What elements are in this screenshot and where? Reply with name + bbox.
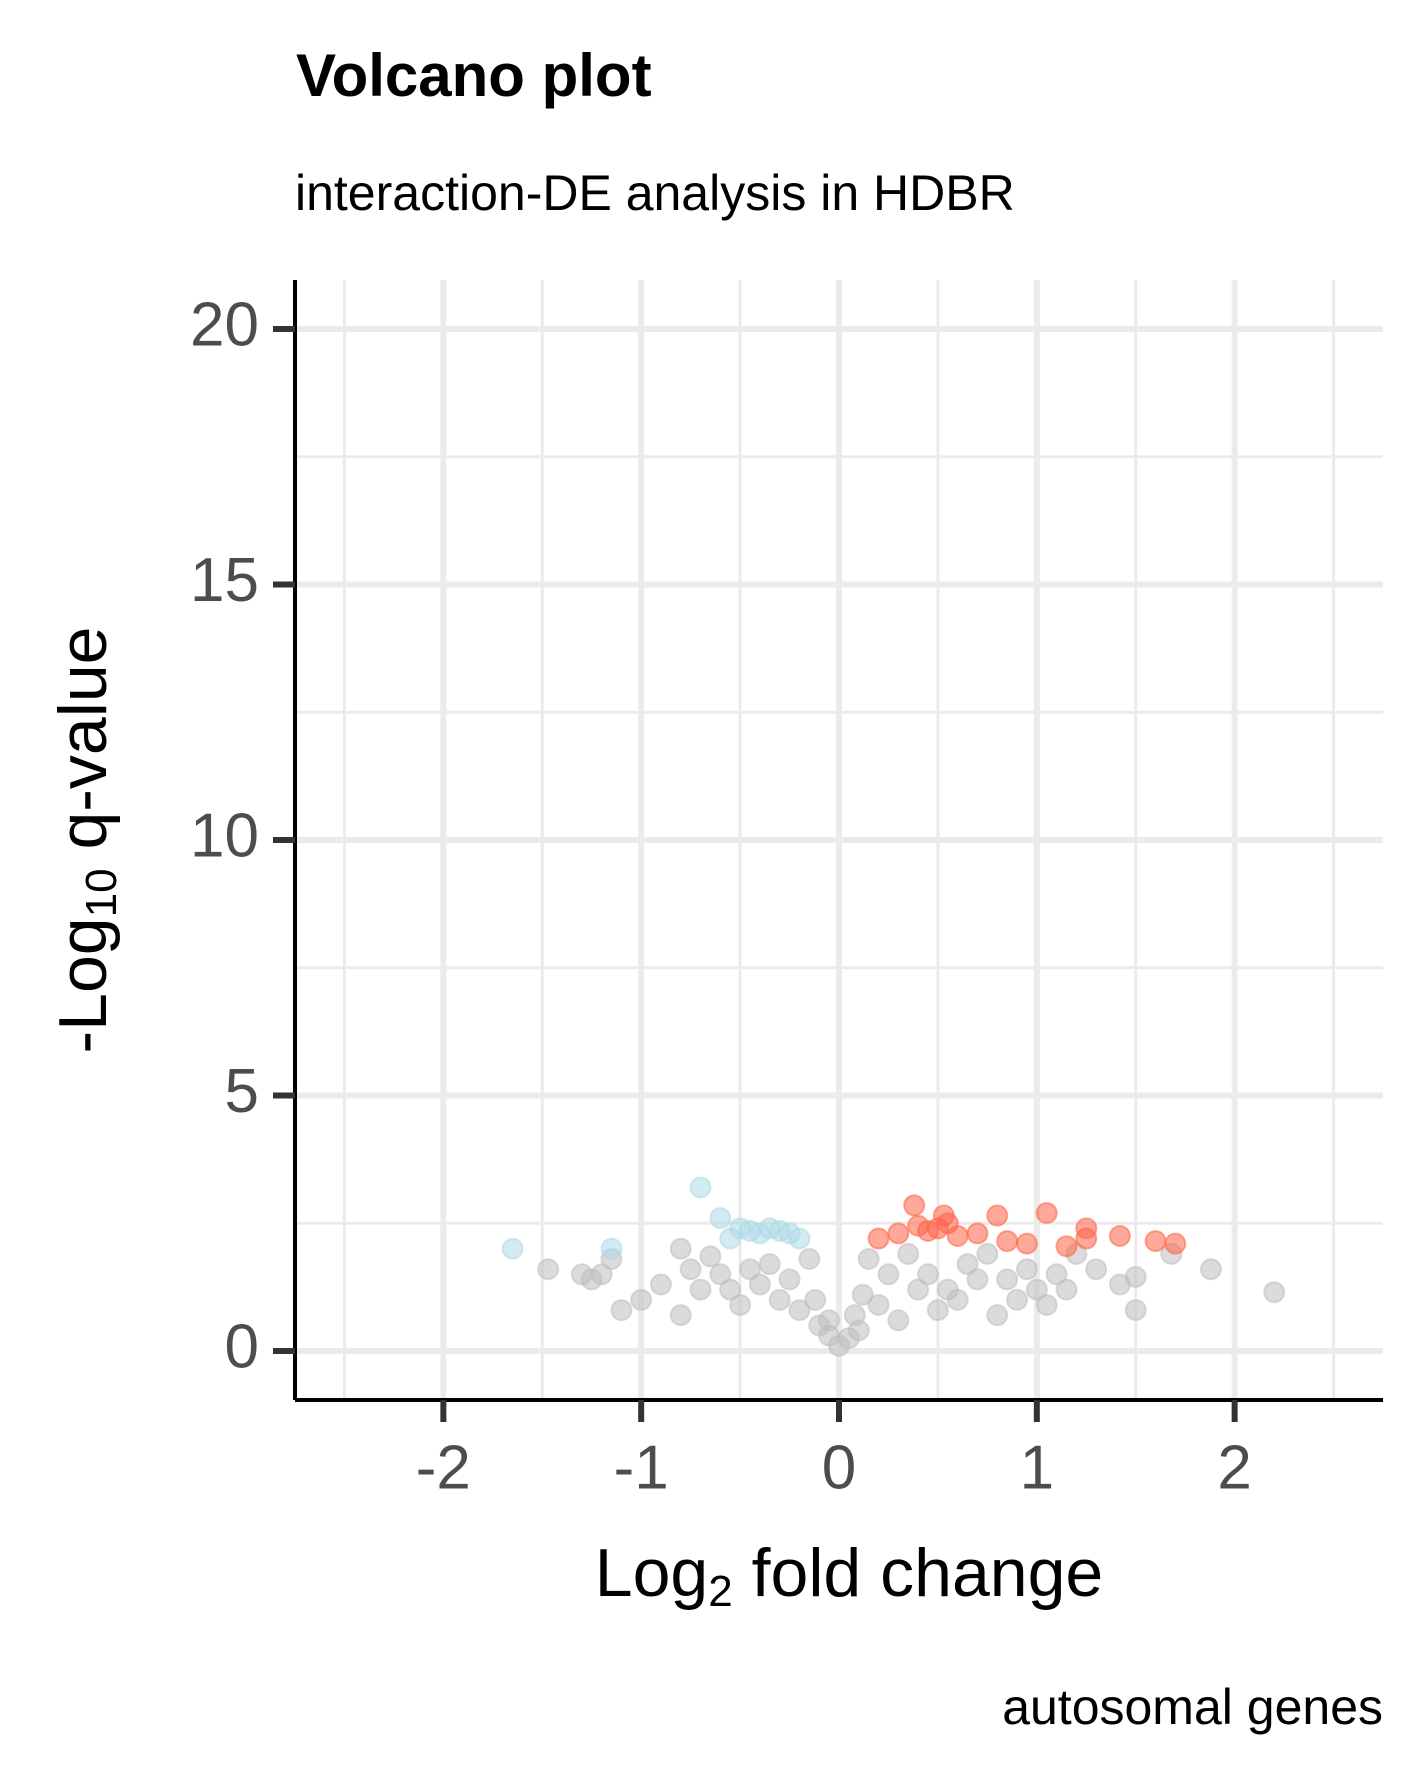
chart-caption: autosomal genes (1002, 1679, 1383, 1735)
data-point (1015, 1258, 1038, 1281)
x-tick-label: 0 (822, 1433, 856, 1502)
data-point (996, 1268, 1019, 1291)
y-axis-title: -Log10 q-value (45, 627, 126, 1054)
data-point (1199, 1258, 1222, 1281)
data-point (501, 1237, 524, 1260)
data-point (610, 1299, 633, 1322)
data-point (877, 1263, 900, 1286)
x-axis-title-part: fold change (733, 1535, 1104, 1611)
data-point (887, 1309, 910, 1332)
data-point (1144, 1230, 1167, 1253)
data-point (1025, 1278, 1048, 1301)
x-tick-label: -1 (614, 1433, 669, 1502)
data-point (788, 1227, 811, 1250)
data-point (843, 1304, 866, 1327)
data-point (738, 1258, 761, 1281)
data-point (966, 1222, 989, 1245)
data-point (719, 1278, 742, 1301)
data-point (679, 1258, 702, 1281)
data-point (758, 1253, 781, 1276)
data-point (630, 1288, 653, 1311)
data-point (851, 1283, 874, 1306)
data-point (804, 1288, 827, 1311)
y-tick-label: 15 (190, 546, 259, 615)
data-point (600, 1237, 623, 1260)
data-point (748, 1273, 771, 1296)
data-point (956, 1253, 979, 1276)
data-point (857, 1247, 880, 1270)
data-point (1015, 1232, 1038, 1255)
data-point (788, 1299, 811, 1322)
data-point (570, 1263, 593, 1286)
data-point (1075, 1227, 1098, 1250)
data-point (1164, 1232, 1187, 1255)
data-point (649, 1273, 672, 1296)
y-axis-title-part: -Log (45, 917, 121, 1053)
data-point (768, 1288, 791, 1311)
data-point (903, 1194, 926, 1217)
x-tick-label: -2 (416, 1433, 471, 1502)
y-tick-label: 5 (225, 1057, 259, 1126)
data-point (669, 1304, 692, 1327)
data-point (867, 1227, 890, 1250)
data-point (1263, 1281, 1286, 1304)
chart-title: Volcano plot (296, 42, 652, 109)
data-point (1124, 1299, 1147, 1322)
data-point (1108, 1224, 1131, 1247)
data-point (936, 1278, 959, 1301)
data-point (818, 1309, 841, 1332)
data-point (887, 1222, 910, 1245)
data-point (719, 1227, 742, 1250)
chart-subtitle: interaction-DE analysis in HDBR (295, 165, 1015, 221)
x-tick-label: 2 (1217, 1433, 1251, 1502)
data-point (897, 1242, 920, 1265)
data-point (976, 1242, 999, 1265)
data-point (699, 1245, 722, 1268)
y-axis-title-sub: 10 (77, 868, 126, 917)
data-point (996, 1230, 1019, 1253)
y-tick-label: 0 (225, 1312, 259, 1381)
data-point (936, 1212, 959, 1235)
y-tick-label: 20 (190, 290, 259, 359)
data-point (1035, 1293, 1058, 1316)
x-axis-title-part: Log (595, 1535, 708, 1611)
data-point (986, 1304, 1009, 1327)
data-point (926, 1299, 949, 1322)
data-point (867, 1293, 890, 1316)
data-point (907, 1278, 930, 1301)
data-point (986, 1204, 1009, 1227)
data-point (669, 1237, 692, 1260)
x-tick-label: 1 (1020, 1433, 1054, 1502)
data-point (778, 1268, 801, 1291)
data-point (1045, 1263, 1068, 1286)
data-point (1055, 1235, 1078, 1258)
data-point (966, 1268, 989, 1291)
x-axis-title: Log2 fold change (595, 1535, 1103, 1616)
data-point (689, 1278, 712, 1301)
data-point (748, 1222, 771, 1245)
data-point (1085, 1258, 1108, 1281)
data-point (709, 1207, 732, 1230)
y-axis-title-part: q-value (45, 627, 121, 869)
data-point (1108, 1273, 1131, 1296)
data-point (729, 1293, 752, 1316)
data-point (798, 1247, 821, 1270)
y-tick-label: 10 (190, 801, 259, 870)
data-point (1055, 1278, 1078, 1301)
data-point (1035, 1201, 1058, 1224)
data-point (689, 1176, 712, 1199)
data-point (709, 1263, 732, 1286)
x-axis-title-sub: 2 (708, 1567, 732, 1616)
data-point (537, 1258, 560, 1281)
data-point (1006, 1288, 1029, 1311)
data-point (917, 1263, 940, 1286)
